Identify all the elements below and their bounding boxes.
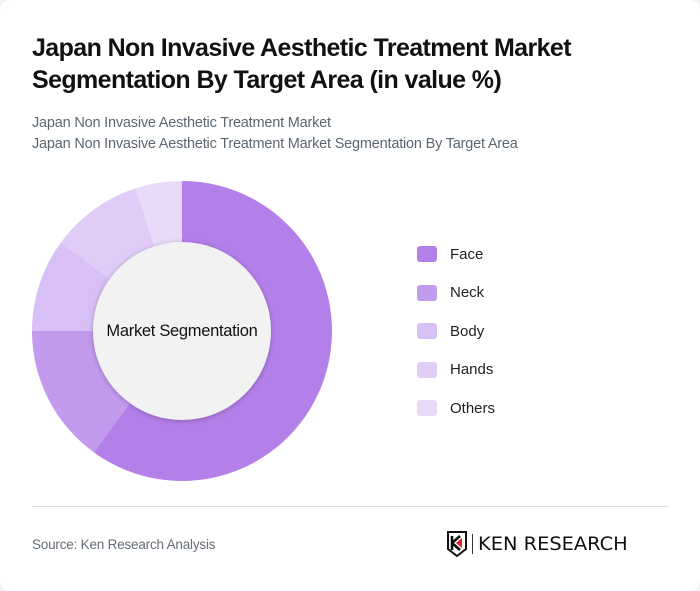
legend-swatch — [417, 361, 437, 378]
legend-label: Face — [450, 245, 484, 263]
legend-label: Hands — [450, 361, 494, 379]
legend-item-hands[interactable]: Hands — [417, 360, 495, 380]
logo-divider — [472, 534, 473, 554]
legend-label: Neck — [450, 284, 485, 302]
donut-svg — [32, 181, 333, 481]
legend-swatch — [417, 323, 437, 340]
legend-item-neck[interactable]: Neck — [417, 283, 495, 303]
donut-chart: Market Segmentation — [32, 181, 334, 483]
logo-text: KEN RESEARCH — [478, 533, 628, 555]
ken-research-logo: KEN RESEARCH — [446, 530, 628, 558]
legend: Face Neck Body Hands Others — [417, 244, 495, 437]
legend-label: Body — [450, 322, 485, 340]
chart-subtitle: Japan Non Invasive Aesthetic Treatment M… — [32, 113, 672, 155]
donut-hole — [93, 242, 271, 420]
legend-label: Others — [450, 399, 496, 417]
legend-swatch — [417, 400, 437, 417]
chart-title: Japan Non Invasive Aesthetic Treatment M… — [32, 34, 572, 94]
subtitle-line-1: Japan Non Invasive Aesthetic Treatment M… — [32, 115, 331, 131]
legend-item-others[interactable]: Others — [417, 398, 495, 418]
subtitle-line-2: Japan Non Invasive Aesthetic Treatment M… — [32, 136, 518, 152]
legend-item-body[interactable]: Body — [417, 321, 495, 341]
source-text: Source: Ken Research Analysis — [32, 537, 216, 552]
legend-item-face[interactable]: Face — [417, 244, 495, 264]
legend-swatch — [417, 246, 437, 262]
footer-divider — [32, 506, 668, 507]
legend-swatch — [417, 284, 437, 301]
ken-shield-icon — [447, 531, 467, 557]
